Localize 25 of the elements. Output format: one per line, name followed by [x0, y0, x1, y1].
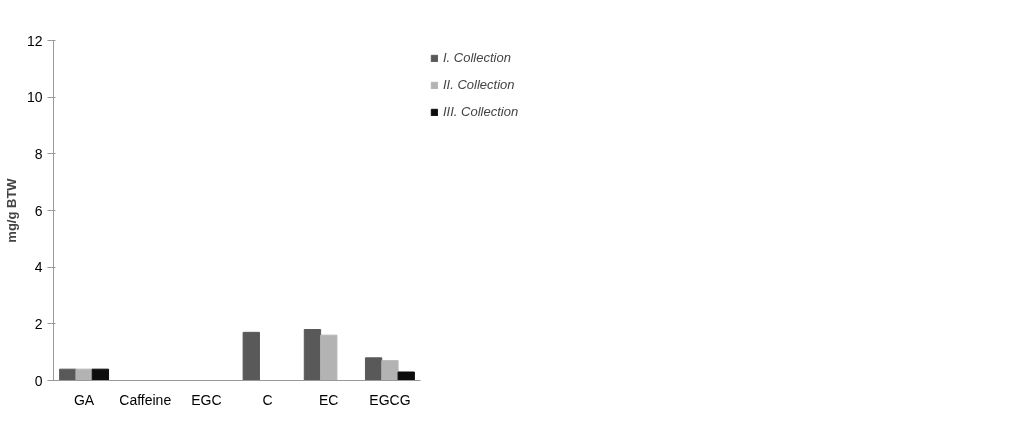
bar: [91, 368, 110, 381]
y-tick-label: 8: [34, 145, 43, 162]
y-axis-title: mg/g BTW: [3, 177, 19, 243]
x-tick-label: GA: [73, 391, 95, 408]
x-tick-label: EGCG: [369, 391, 411, 408]
y-tick-label: 4: [34, 259, 43, 276]
y-tick-label: 0: [34, 372, 43, 389]
y-tick-label: 6: [34, 202, 43, 219]
bar: [75, 368, 93, 381]
bar: [381, 360, 399, 381]
y-tick-label: 2: [34, 315, 43, 332]
bar: [397, 371, 415, 381]
x-tick-label: EC: [319, 391, 339, 408]
x-tick-label: Caffeine: [119, 391, 172, 408]
x-tick-label: EGC: [191, 391, 222, 408]
bar: [364, 357, 383, 381]
bar: [242, 331, 260, 381]
legend-label: I. Collection: [443, 50, 511, 65]
legend-label: II. Collection: [443, 77, 515, 92]
y-tick-label: 12: [26, 32, 43, 49]
y-tick-label: 10: [26, 89, 43, 106]
bar: [320, 334, 338, 381]
bar: [303, 329, 322, 381]
legend-label: III. Collection: [443, 104, 519, 119]
x-tick-label: C: [262, 391, 273, 408]
